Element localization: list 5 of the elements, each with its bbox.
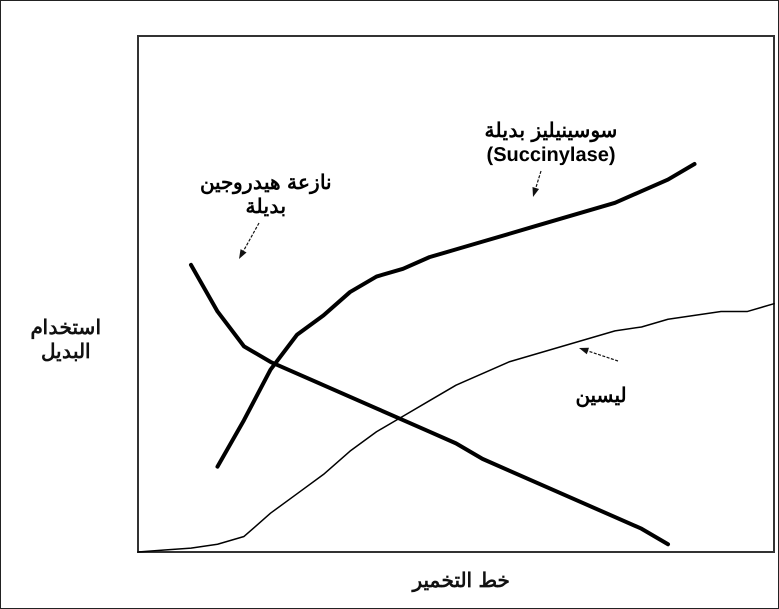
series-label: سوسينيليز بديلة (Succinylase) [484, 119, 618, 167]
text: نازعة هيدروجين بديلة [199, 171, 333, 219]
text: ليسين [574, 384, 628, 408]
x-axis-title: خط التخمير [410, 569, 510, 593]
y-axis-title: استخدام البديل [30, 316, 102, 364]
